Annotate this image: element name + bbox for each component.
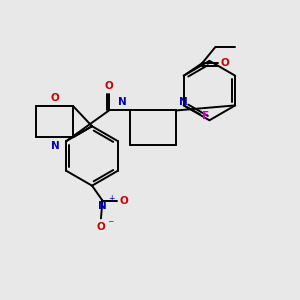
Text: N: N [179,98,188,107]
Text: +: + [108,194,115,203]
Text: N: N [98,201,107,211]
Text: O: O [120,196,128,206]
Text: −: − [107,218,114,226]
Text: N: N [118,98,127,107]
Text: N: N [50,141,59,151]
Text: O: O [105,81,113,91]
Text: O: O [221,58,230,68]
Text: O: O [50,93,59,103]
Text: F: F [202,111,209,121]
Text: O: O [97,222,105,232]
